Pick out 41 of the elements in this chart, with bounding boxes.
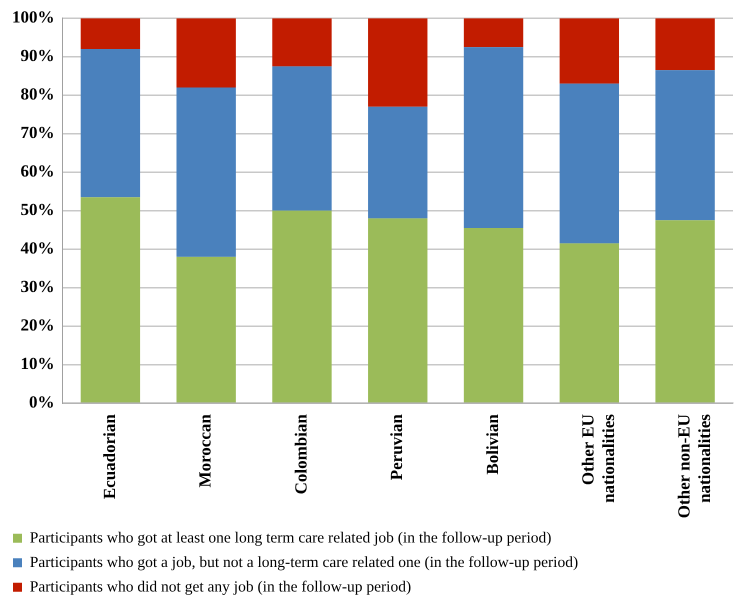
- y-tick-label: 30%: [20, 277, 54, 296]
- bar: [464, 47, 524, 228]
- bar: [368, 106, 428, 218]
- y-tick-label: 90%: [20, 46, 54, 66]
- bar: [655, 18, 715, 70]
- bar: [560, 84, 620, 244]
- x-tick-label: Ecuadorian: [100, 414, 119, 500]
- x-tick-label: Colombian: [291, 414, 310, 494]
- y-tick-label: 10%: [20, 354, 54, 374]
- y-tick-label: 80%: [20, 84, 54, 104]
- bar: [464, 18, 524, 48]
- x-tick-label: Bolivian: [482, 414, 502, 475]
- bar: [368, 218, 428, 402]
- bar: [176, 87, 236, 257]
- bar: [80, 197, 140, 402]
- bar: [80, 48, 140, 198]
- bar: [560, 18, 620, 84]
- legend-label: Participants who got at least one long term care related job (in the follow-up period): [30, 529, 552, 546]
- bar: [560, 243, 620, 402]
- bar: [464, 228, 524, 402]
- bar: [272, 18, 332, 66]
- y-tick-label: 40%: [20, 238, 54, 258]
- x-tick-label: Other EU nationalities: [578, 414, 618, 503]
- x-tick-label: Peruvian: [387, 414, 406, 480]
- bar: [655, 220, 715, 402]
- y-tick-label: 20%: [20, 316, 54, 335]
- legend-label: Participants who got a job, but not a long-term care related one (in the follow-up period): [30, 554, 578, 571]
- y-tick-label: 60%: [20, 162, 54, 181]
- y-tick-label: 0%: [29, 392, 54, 412]
- bar: [272, 210, 332, 402]
- bar: [368, 18, 428, 107]
- bar: [80, 18, 140, 49]
- y-tick-label: 70%: [20, 123, 54, 142]
- x-tick-label: Moroccan: [196, 414, 215, 488]
- legend-label: Participants who did not get any job (in the follow-up period): [30, 578, 412, 596]
- bar: [176, 256, 236, 402]
- bar: [176, 18, 236, 88]
- bar: [272, 66, 332, 211]
- bar: [655, 70, 715, 220]
- y-tick-label: 100%: [12, 8, 54, 27]
- y-tick-label: 50%: [20, 200, 54, 220]
